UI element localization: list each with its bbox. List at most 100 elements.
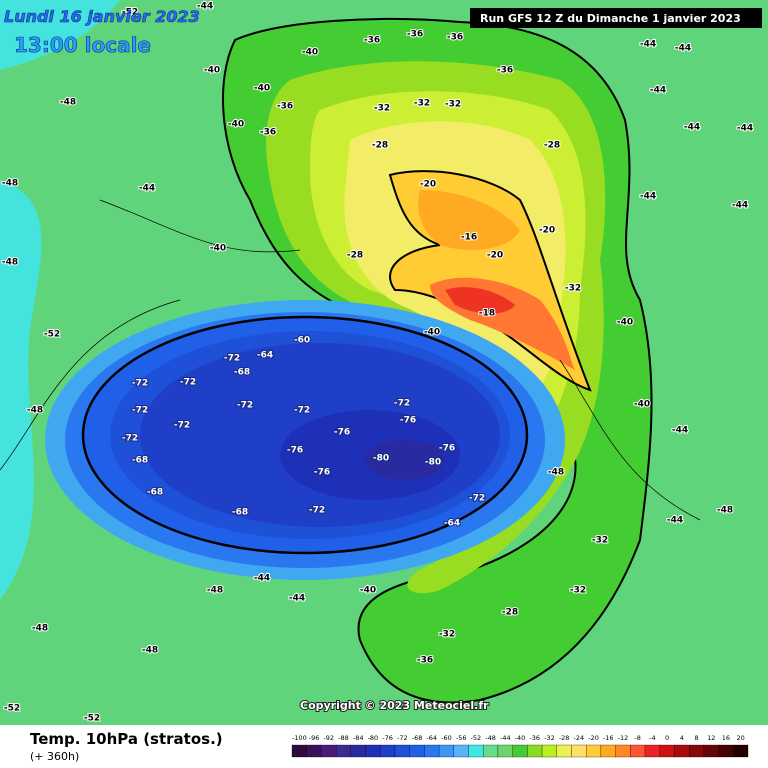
footer-title: Temp. 10hPa (stratos.) [30, 730, 223, 748]
contour-label: -48 [60, 98, 76, 108]
legend-label: -76 [382, 734, 393, 742]
contour-label: -52 [4, 704, 20, 714]
contour-label: -72 [122, 434, 138, 444]
contour-label: -72 [394, 399, 410, 409]
contour-label: -44 [672, 426, 688, 436]
contour-label: -40 [617, 318, 633, 328]
legend-label: 8 [694, 734, 698, 742]
contour-label: -36 [407, 30, 423, 40]
legend-swatch [497, 744, 513, 758]
contour-label: -20 [420, 180, 436, 190]
legend-swatch [306, 744, 322, 758]
legend-label: -24 [574, 734, 585, 742]
contour-label: -48 [2, 258, 18, 268]
legend-label: -52 [471, 734, 482, 742]
contour-label: -32 [565, 284, 581, 294]
legend-swatch [453, 744, 469, 758]
contour-label: -32 [374, 104, 390, 114]
warm-core [445, 287, 515, 314]
legend-swatch [350, 744, 366, 758]
contour-label: -64 [444, 519, 460, 529]
legend-swatch [571, 744, 587, 758]
cold-region [0, 0, 120, 70]
forecast-date: Lundi 16 janvier 2023 [4, 7, 200, 26]
legend-label: -96 [309, 734, 320, 742]
cold-region [0, 180, 42, 600]
legend-swatch [630, 744, 646, 758]
contour-label: -76 [334, 428, 350, 438]
legend-label: -80 [368, 734, 379, 742]
contour-label: -76 [439, 444, 455, 454]
copyright: Copyright © 2023 Meteociel.fr [300, 699, 489, 712]
legend-swatch [335, 744, 351, 758]
legend-label: 16 [722, 734, 730, 742]
contour-label: -44 [650, 86, 666, 96]
legend-swatch [527, 744, 543, 758]
contour-label: -76 [287, 446, 303, 456]
contour-label: -44 [640, 192, 656, 202]
vortex-core [365, 440, 445, 480]
contour-label: -52 [44, 330, 60, 340]
legend-label: -68 [412, 734, 423, 742]
contour-label: -68 [234, 368, 250, 378]
contour-label: -48 [142, 646, 158, 656]
legend-swatch [424, 744, 440, 758]
legend-label: 12 [707, 734, 715, 742]
contour-label: -48 [548, 468, 564, 478]
legend-swatch [644, 744, 660, 758]
legend-swatch [394, 744, 410, 758]
lead-time: (+ 360h) [30, 750, 79, 763]
contour-label: -44 [289, 594, 305, 604]
legend-swatch [409, 744, 425, 758]
contour-label: -52 [84, 714, 100, 724]
contour-label: -44 [732, 201, 748, 211]
legend-swatch [674, 744, 690, 758]
contour-label: -48 [717, 506, 733, 516]
contour-label: -40 [424, 328, 440, 338]
contour-label: -28 [347, 251, 363, 261]
contour-label: -32 [592, 536, 608, 546]
contour-label: -28 [372, 141, 388, 151]
contour-label: -68 [232, 508, 248, 518]
contour-label: -44 [197, 2, 213, 12]
legend-swatch [512, 744, 528, 758]
contour-label: -36 [417, 656, 433, 666]
contour-label: -40 [634, 400, 650, 410]
legend-label: -28 [559, 734, 570, 742]
contour-label: -16 [461, 233, 477, 243]
contour-label: -64 [257, 351, 273, 361]
legend-swatch [600, 744, 616, 758]
contour-label: -36 [497, 66, 513, 76]
contour-label: -72 [237, 401, 253, 411]
contour-label: -44 [254, 574, 270, 584]
contour-label: -44 [737, 124, 753, 134]
contour-label: -72 [132, 379, 148, 389]
legend-label: -84 [353, 734, 364, 742]
legend-label: -44 [500, 734, 511, 742]
legend-swatch [541, 744, 557, 758]
legend-swatch [468, 744, 484, 758]
contour-label: -80 [373, 454, 389, 464]
contour-label: -40 [204, 66, 220, 76]
contour-label: -72 [174, 421, 190, 431]
contour-label: -68 [147, 488, 163, 498]
contour-label: -72 [469, 494, 485, 504]
contour-label: -36 [447, 33, 463, 43]
contour-label: -48 [32, 624, 48, 634]
legend-label: 0 [665, 734, 669, 742]
legend-swatch [291, 744, 307, 758]
contour-label: -36 [260, 128, 276, 138]
legend-label: -20 [588, 734, 599, 742]
contour-labels: -44 -52 -40 -36 -36 -36 -36 -44 -44 -40 -40 -36 -32 -… [1, 1, 754, 725]
warm-core [418, 190, 520, 250]
contour-label: -40 [360, 586, 376, 596]
contour-label: -28 [544, 141, 560, 151]
contour-label: -28 [502, 608, 518, 618]
contour-label: -48 [2, 179, 18, 189]
legend-label: -60 [441, 734, 452, 742]
contour-label: -40 [302, 48, 318, 58]
contour-label: -48 [207, 586, 223, 596]
contour-label: -32 [570, 586, 586, 596]
